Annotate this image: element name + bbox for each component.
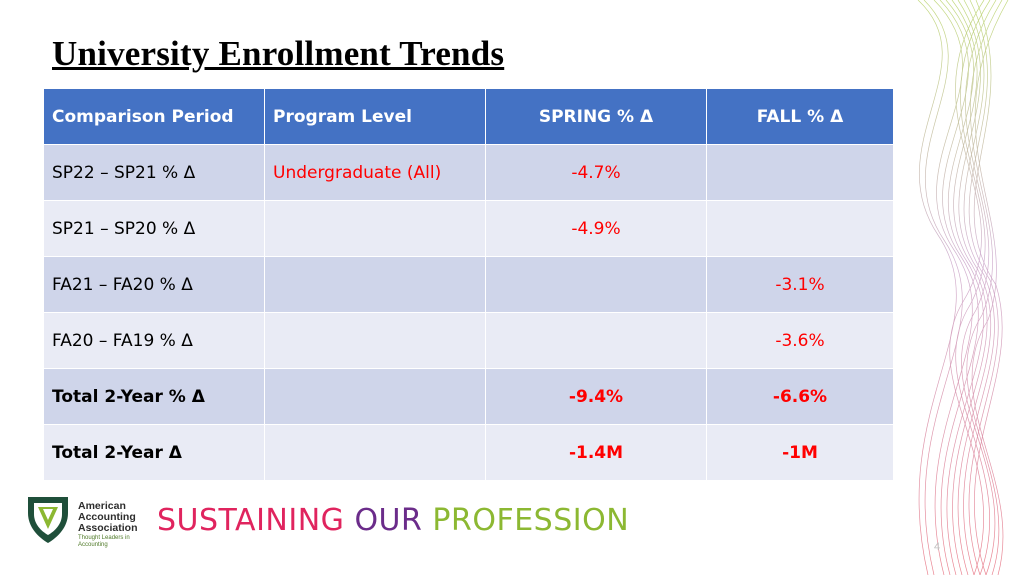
- table-row: SP21 – SP20 % Δ -4.9%: [43, 200, 894, 257]
- cell-program-level: [264, 424, 486, 481]
- cell-spring-change: [485, 256, 707, 313]
- cell-spring-change: -1.4M: [485, 424, 707, 481]
- logo-tagline-line-2: Accounting: [78, 542, 108, 548]
- cell-spring-change: -4.7%: [485, 144, 707, 201]
- tagline-word-3: PROFESSION: [432, 503, 630, 538]
- cell-spring-change: -4.9%: [485, 200, 707, 257]
- cell-program-level: [264, 368, 486, 425]
- slide-title: University Enrollment Trends: [52, 34, 505, 73]
- cell-comparison-period: FA21 – FA20 % Δ: [43, 256, 265, 313]
- logo-name: American Accounting Association: [78, 501, 138, 534]
- table-row-total-percent: Total 2-Year % Δ -9.4% -6.6%: [43, 368, 894, 425]
- cell-program-level: Undergraduate (All): [264, 144, 486, 201]
- page-number: 4: [934, 541, 941, 553]
- table-row: FA20 – FA19 % Δ -3.6%: [43, 312, 894, 369]
- table-row-total-absolute: Total 2-Year Δ -1.4M -1M: [43, 424, 894, 481]
- header-comparison-period: Comparison Period: [43, 88, 265, 145]
- logo-name-line-3: Association: [78, 522, 138, 534]
- cell-fall-change: [706, 200, 894, 257]
- cell-spring-change: [485, 312, 707, 369]
- cell-program-level: [264, 200, 486, 257]
- logo-tagline-line-1: Thought Leaders in: [78, 535, 130, 541]
- cell-fall-change: -6.6%: [706, 368, 894, 425]
- logo-name-line-2: Accounting: [78, 511, 136, 523]
- cell-fall-change: -1M: [706, 424, 894, 481]
- sustaining-our-profession-tagline: SUSTAINING OUR PROFESSION: [157, 503, 629, 538]
- enrollment-table: Comparison Period Program Level SPRING %…: [43, 88, 894, 481]
- cell-fall-change: [706, 144, 894, 201]
- logo-tagline: Thought Leaders in Accounting: [78, 535, 130, 549]
- cell-comparison-period: FA20 – FA19 % Δ: [43, 312, 265, 369]
- aaa-logo: American Accounting Association Thought …: [22, 493, 142, 549]
- cell-fall-change: -3.6%: [706, 312, 894, 369]
- decorative-wave-lines: [917, 0, 1009, 575]
- table-row: FA21 – FA20 % Δ -3.1%: [43, 256, 894, 313]
- cell-spring-change: -9.4%: [485, 368, 707, 425]
- header-spring-change: SPRING % Δ: [485, 88, 707, 145]
- cell-comparison-period: SP22 – SP21 % Δ: [43, 144, 265, 201]
- header-fall-change: FALL % Δ: [706, 88, 894, 145]
- table-row: SP22 – SP21 % Δ Undergraduate (All) -4.7…: [43, 144, 894, 201]
- cell-program-level: [264, 256, 486, 313]
- cell-fall-change: -3.1%: [706, 256, 894, 313]
- aaa-shield-logo-icon: [28, 497, 68, 543]
- logo-name-line-1: American: [78, 500, 126, 512]
- header-program-level: Program Level: [264, 88, 486, 145]
- cell-comparison-period: Total 2-Year Δ: [43, 424, 265, 481]
- cell-program-level: [264, 312, 486, 369]
- table-header-row: Comparison Period Program Level SPRING %…: [43, 88, 894, 145]
- tagline-word-2: OUR: [354, 503, 423, 538]
- cell-comparison-period: Total 2-Year % Δ: [43, 368, 265, 425]
- tagline-word-1: SUSTAINING: [157, 503, 345, 538]
- cell-comparison-period: SP21 – SP20 % Δ: [43, 200, 265, 257]
